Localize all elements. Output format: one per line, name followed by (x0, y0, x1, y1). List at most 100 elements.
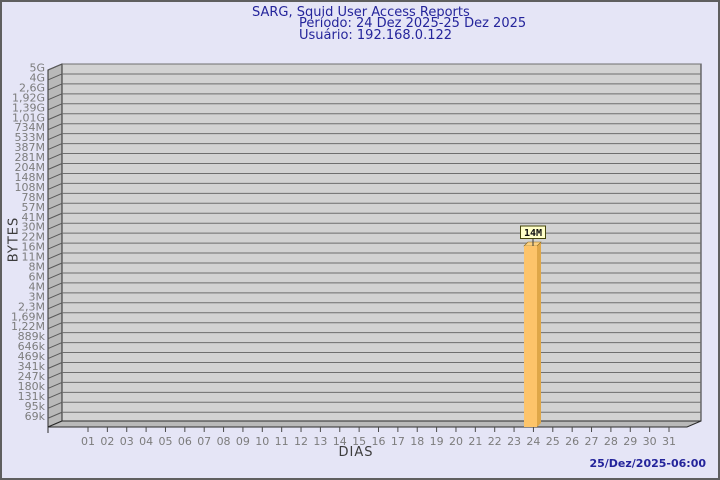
wall-tick (47, 322, 63, 330)
bar-value-label: 14M (524, 228, 542, 239)
x-tick-label: 29 (623, 435, 637, 448)
y-tick-label: 533M (15, 131, 46, 144)
wall-tick (47, 381, 63, 389)
wall-tick (47, 113, 63, 121)
y-tick-label: 5G (29, 62, 45, 75)
wall-tick (47, 73, 63, 81)
y-tick-label: 1,69M (11, 310, 45, 323)
y-tick-label: 734M (15, 121, 46, 134)
x-tick-label: 22 (488, 435, 502, 448)
x-tick-label: 30 (643, 435, 657, 448)
wall-tick (47, 153, 63, 161)
bar-value-box (520, 225, 546, 239)
wall-tick (47, 232, 63, 240)
x-tick-label: 20 (449, 435, 463, 448)
chart-subtitle-period: Período: 24 Dez 2025-25 Dez 2025 (299, 16, 527, 31)
generation-timestamp: 25/Dez/2025-06:00 (589, 457, 706, 470)
y-tick-label: 469k (18, 350, 46, 363)
y-tick-label: 95k (25, 400, 46, 413)
bar-side (537, 242, 541, 427)
y-tick-label: 57M (22, 201, 46, 214)
wall-tick (47, 93, 63, 101)
y-tick-label: 281M (15, 151, 46, 164)
wall-tick (47, 172, 63, 180)
wall-tick (47, 133, 63, 141)
wall-tick (47, 411, 63, 419)
x-tick-label: 09 (236, 435, 250, 448)
y-tick-label: 1,22M (11, 320, 45, 333)
wall-tick (47, 123, 63, 131)
x-tick-label: 18 (410, 435, 424, 448)
y-tick-label: 30M (22, 221, 46, 234)
wall-tick (47, 63, 63, 71)
x-tick-label: 15 (352, 435, 366, 448)
y-tick-label: 41M (22, 211, 46, 224)
x-tick-label: 26 (565, 435, 579, 448)
wall-tick (47, 262, 63, 270)
y-tick-label: 78M (22, 191, 46, 204)
x-tick-label: 03 (120, 435, 134, 448)
y-tick-label: 1,01G (12, 111, 45, 124)
x-tick-label: 07 (197, 435, 211, 448)
wall-tick (47, 302, 63, 310)
y-tick-label: 22M (22, 231, 46, 244)
x-tick-label: 27 (585, 435, 599, 448)
x-tick-label: 31 (662, 435, 676, 448)
wall-tick (47, 342, 63, 350)
wall-tick (47, 143, 63, 151)
wall-tick (47, 103, 63, 111)
y-tick-label: 131k (18, 390, 46, 403)
y-tick-label: 4M (29, 280, 46, 293)
x-tick-label: 06 (178, 435, 192, 448)
wall-tick (47, 192, 63, 200)
y-tick-label: 3M (29, 290, 46, 303)
wall-tick (47, 362, 63, 369)
x-tick-label: 17 (391, 435, 405, 448)
y-tick-label: 8M (29, 261, 46, 274)
y-tick-label: 889k (18, 330, 46, 343)
wall-tick (47, 272, 63, 280)
x-tick-label: 01 (81, 435, 95, 448)
wall-tick (47, 332, 63, 340)
x-axis-title: DIAS (338, 445, 374, 460)
x-tick-label: 10 (255, 435, 269, 448)
plot-floor (47, 420, 702, 428)
y-tick-label: 2,3M (18, 300, 45, 313)
wall-tick (47, 242, 63, 250)
x-tick-label: 13 (313, 435, 327, 448)
y-tick-label: 387M (15, 141, 46, 154)
wall-tick (47, 212, 63, 220)
x-tick-label: 02 (100, 435, 114, 448)
wall-tick (47, 401, 63, 409)
bar-front (524, 246, 537, 427)
x-tick-label: 16 (372, 435, 386, 448)
x-tick-label: 28 (604, 435, 618, 448)
x-tick-label: 24 (526, 435, 540, 448)
x-tick-label: 23 (507, 435, 521, 448)
wall-tick (47, 222, 63, 230)
x-tick-label: 19 (430, 435, 444, 448)
wall-tick (47, 312, 63, 320)
y-tick-label: 6M (29, 270, 46, 283)
wall-tick (47, 252, 63, 260)
y-tick-label: 16M (22, 241, 46, 254)
plot-area (61, 63, 702, 422)
y-tick-label: 1,92G (12, 91, 45, 104)
x-tick-label: 21 (468, 435, 482, 448)
x-tick-label: 12 (294, 435, 308, 448)
x-tick-label: 08 (217, 435, 231, 448)
y-tick-label: 148M (15, 171, 46, 184)
wall-tick (47, 371, 63, 379)
wall-tick (47, 352, 63, 360)
y-tick-label: 180k (18, 380, 46, 393)
chart-subtitle-user: Usuário: 192.168.0.122 (299, 28, 453, 43)
y-tick-label: 341k (18, 360, 46, 373)
y-tick-label: 4G (29, 71, 45, 84)
y-tick-label: 11M (22, 251, 46, 264)
x-tick-label: 04 (139, 435, 153, 448)
y-tick-label: 646k (18, 340, 46, 353)
wall-tick (47, 163, 63, 170)
wall-tick (47, 282, 63, 290)
